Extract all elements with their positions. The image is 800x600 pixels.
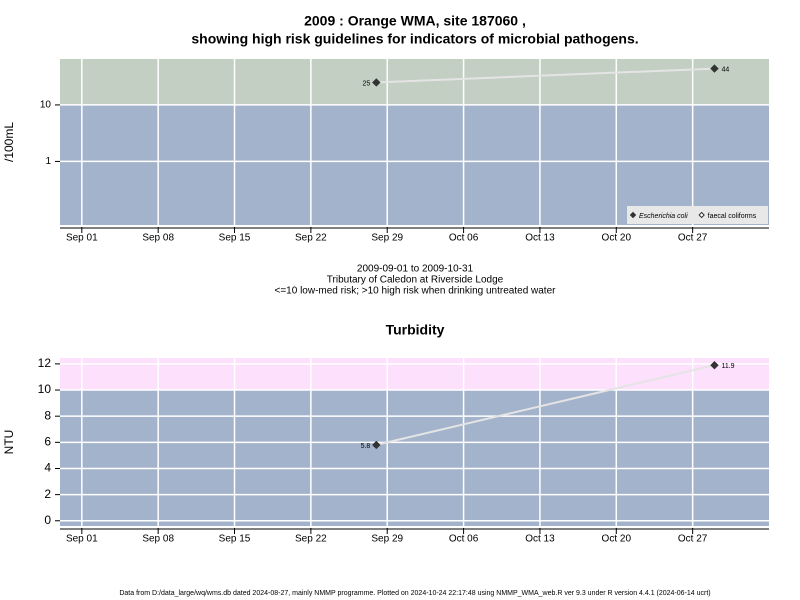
x-tick-label: Sep 01 — [66, 534, 98, 545]
y-tick-label: 4 — [44, 461, 51, 475]
x-tick-label: Oct 06 — [449, 233, 479, 244]
x-tick-label: Sep 01 — [66, 233, 98, 244]
chart-subtitle: showing high risk guidelines for indicat… — [191, 31, 638, 47]
marker — [710, 64, 719, 73]
x-tick-label: Sep 29 — [371, 534, 403, 545]
band-low — [60, 104, 769, 225]
band-low — [60, 390, 769, 526]
line — [376, 364, 715, 446]
x-tick-label: Sep 29 — [371, 233, 403, 244]
y-tick-label: 12 — [38, 356, 52, 370]
x-tick-label: Sep 15 — [219, 233, 251, 244]
y-tick-label: 1 — [45, 156, 51, 167]
y-axis-title: NTU — [2, 430, 16, 455]
x-tick-label: Oct 20 — [602, 534, 632, 545]
legend-box — [627, 206, 768, 224]
note: <=10 low-med risk; >10 high risk when dr… — [275, 286, 557, 297]
x-tick-label: Sep 22 — [295, 534, 327, 545]
note: Tributary of Caledon at Riverside Lodge — [327, 275, 504, 286]
x-tick-label: Oct 27 — [678, 233, 708, 244]
x-tick-label: Sep 22 — [295, 233, 327, 244]
band-high — [60, 59, 769, 105]
marker — [372, 440, 381, 450]
value-label: 5.8 — [361, 443, 371, 450]
x-tick-label: Oct 13 — [525, 233, 555, 244]
value-label: 44 — [721, 66, 729, 73]
legend-label: faecal coliforms — [708, 213, 757, 220]
line — [376, 67, 715, 84]
x-tick-label: Oct 20 — [602, 233, 632, 244]
chart-title: 2009 : Orange WMA, site 187060 , — [304, 13, 526, 29]
legend-label: Escherichia coli — [639, 213, 688, 220]
y-tick-label: 10 — [40, 100, 52, 111]
note: 2009-09-01 to 2009-10-31 — [357, 264, 474, 275]
y-axis-title: /100mL — [2, 122, 16, 162]
x-tick-label: Sep 08 — [142, 534, 174, 545]
x-tick-label: Sep 08 — [142, 233, 174, 244]
y-tick-label: 6 — [44, 434, 51, 448]
value-label: 25 — [363, 80, 371, 87]
value-label: 11.9 — [721, 363, 734, 370]
footer: Data from D:/data_large/wq/wms.db dated … — [119, 590, 710, 597]
x-tick-label: Oct 06 — [449, 534, 479, 545]
band-high — [60, 358, 769, 391]
y-tick-label: 0 — [44, 513, 51, 527]
marker — [372, 78, 381, 87]
legend-marker — [698, 211, 705, 219]
y-tick-label: 10 — [38, 382, 52, 396]
y-tick-label: 8 — [44, 408, 51, 422]
x-tick-label: Oct 27 — [678, 534, 708, 545]
chart-title: Turbidity — [386, 322, 445, 338]
x-tick-label: Oct 13 — [525, 534, 555, 545]
x-tick-label: Sep 15 — [219, 534, 251, 545]
legend-marker — [629, 211, 637, 219]
marker — [710, 360, 719, 370]
y-tick-label: 2 — [44, 487, 51, 501]
